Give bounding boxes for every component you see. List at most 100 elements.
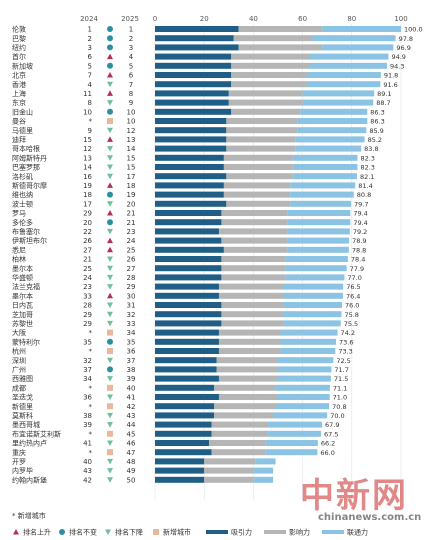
rank-2025: 26 <box>127 256 136 264</box>
total-value-label: 70.8 <box>332 403 346 411</box>
x-tick-label: 60 <box>298 15 307 23</box>
rank-2024: 4 <box>88 81 93 89</box>
rank-2024: 19 <box>83 182 92 190</box>
total-value-label: 67.9 <box>325 421 339 429</box>
rank-up-marker <box>107 292 113 299</box>
city-label: 洛杉矶 <box>12 172 33 181</box>
total-value-label: 78.9 <box>352 237 366 245</box>
rank-2024: * <box>89 430 93 438</box>
bar-segment-attraction <box>155 449 212 456</box>
city-label: 伦敦 <box>12 25 26 34</box>
bar-segment-connectivity <box>275 403 330 410</box>
rank-2024: 26 <box>83 237 92 245</box>
bar-segment-connectivity <box>287 210 351 216</box>
city-label: 东京 <box>12 98 26 107</box>
bar-segment-influence <box>228 99 303 106</box>
new-city-marker <box>107 403 113 410</box>
rank-2025: 7 <box>129 81 133 89</box>
rank-down-marker <box>107 164 113 170</box>
bar-segment-connectivity <box>290 200 352 207</box>
rank-down-marker <box>107 311 113 318</box>
bar-segment-influence <box>226 145 296 152</box>
rank-up-marker <box>107 53 113 60</box>
total-value-label: 85.2 <box>368 136 382 144</box>
bar-segment-attraction <box>155 237 222 244</box>
rank-same-marker <box>107 191 113 198</box>
bar-segment-attraction <box>155 292 219 299</box>
total-value-label: 72.5 <box>336 357 350 365</box>
rank-same-marker <box>107 219 113 226</box>
bar-segment-attraction <box>155 35 234 42</box>
rank-down-marker <box>107 320 113 327</box>
city-label: 罗马 <box>12 210 26 218</box>
rank-2025: 37 <box>127 357 136 365</box>
rank-2024: 25 <box>83 265 92 273</box>
bar-segment-connectivity <box>307 72 381 78</box>
rank-2024: 40 <box>83 458 92 466</box>
total-value-label: 70.0 <box>330 412 344 420</box>
rank-2025: 28 <box>127 274 136 282</box>
column-header-2025: 2025 <box>121 15 139 23</box>
total-value-label: 96.9 <box>396 44 410 52</box>
bar-segment-attraction <box>155 246 224 253</box>
rank-2024: 17 <box>83 200 92 208</box>
rank-down-marker <box>107 265 113 272</box>
rank-down-marker <box>107 228 113 235</box>
bar-segment-connectivity <box>282 320 341 327</box>
bar-segment-connectivity <box>297 118 368 124</box>
total-value-label: 80.8 <box>357 191 371 199</box>
legend-same-label: 排名不变 <box>69 528 97 537</box>
rank-2025: 18 <box>127 182 136 190</box>
city-label: 迪拜 <box>12 135 26 144</box>
bar-segment-connectivity <box>268 430 322 437</box>
bar-segment-attraction <box>155 145 227 152</box>
new-city-marker <box>107 384 113 391</box>
total-value-label: 94.3 <box>390 62 404 70</box>
bar-segment-connectivity <box>322 44 394 51</box>
city-label: 巴黎 <box>12 34 26 43</box>
rank-2025: 50 <box>127 476 136 484</box>
rank-2025: 25 <box>127 246 136 254</box>
rank-2025: 24 <box>127 237 136 245</box>
bar-segment-attraction <box>155 375 219 382</box>
rank-2024: 5 <box>88 62 92 70</box>
rank-2024: 37 <box>83 366 92 374</box>
bar-segment-attraction <box>155 394 219 400</box>
rank-2024: 14 <box>83 164 92 172</box>
x-tick-label: 40 <box>249 15 258 23</box>
rank-2024: * <box>89 449 93 457</box>
bar-segment-connectivity <box>302 90 375 97</box>
bar-segment-attraction <box>155 191 224 198</box>
bar-segment-influence <box>231 81 308 88</box>
bar-segment-attraction <box>155 476 205 483</box>
total-value-label: 82.3 <box>360 164 374 172</box>
bar-segment-influence <box>238 44 323 51</box>
rank-2025: 29 <box>127 283 136 291</box>
bar-segment-connectivity <box>307 81 381 88</box>
total-value-label: 77.0 <box>347 274 361 282</box>
bar-segment-attraction <box>155 53 232 60</box>
total-value-label: 78.4 <box>351 256 365 264</box>
rank-down-marker <box>107 100 113 106</box>
bar-segment-connectivity <box>300 108 368 115</box>
rank-down-marker <box>107 127 113 134</box>
rank-2024: 10 <box>83 108 92 116</box>
rank-2025: 38 <box>127 366 136 374</box>
bar-segment-connectivity <box>290 182 356 189</box>
bar-segment-attraction <box>155 210 222 216</box>
rank-2024: 9 <box>88 127 92 135</box>
bar-segment-attraction <box>155 118 227 124</box>
bar-segment-connectivity <box>285 274 345 281</box>
rank-2025: 43 <box>127 412 136 420</box>
bar-segment-influence <box>218 375 278 382</box>
rank-2025: 35 <box>127 338 136 346</box>
rank-2024: 2 <box>88 35 92 43</box>
city-label: 深圳 <box>12 356 26 365</box>
bar-segment-attraction <box>155 302 222 308</box>
city-label: 波士顿 <box>12 199 33 208</box>
bar-segment-attraction <box>155 384 215 391</box>
bar-segment-influence <box>226 127 298 134</box>
city-label: 芝加哥 <box>12 310 33 319</box>
city-label: 墨西哥城 <box>12 421 40 429</box>
rank-2024: 41 <box>83 440 92 448</box>
